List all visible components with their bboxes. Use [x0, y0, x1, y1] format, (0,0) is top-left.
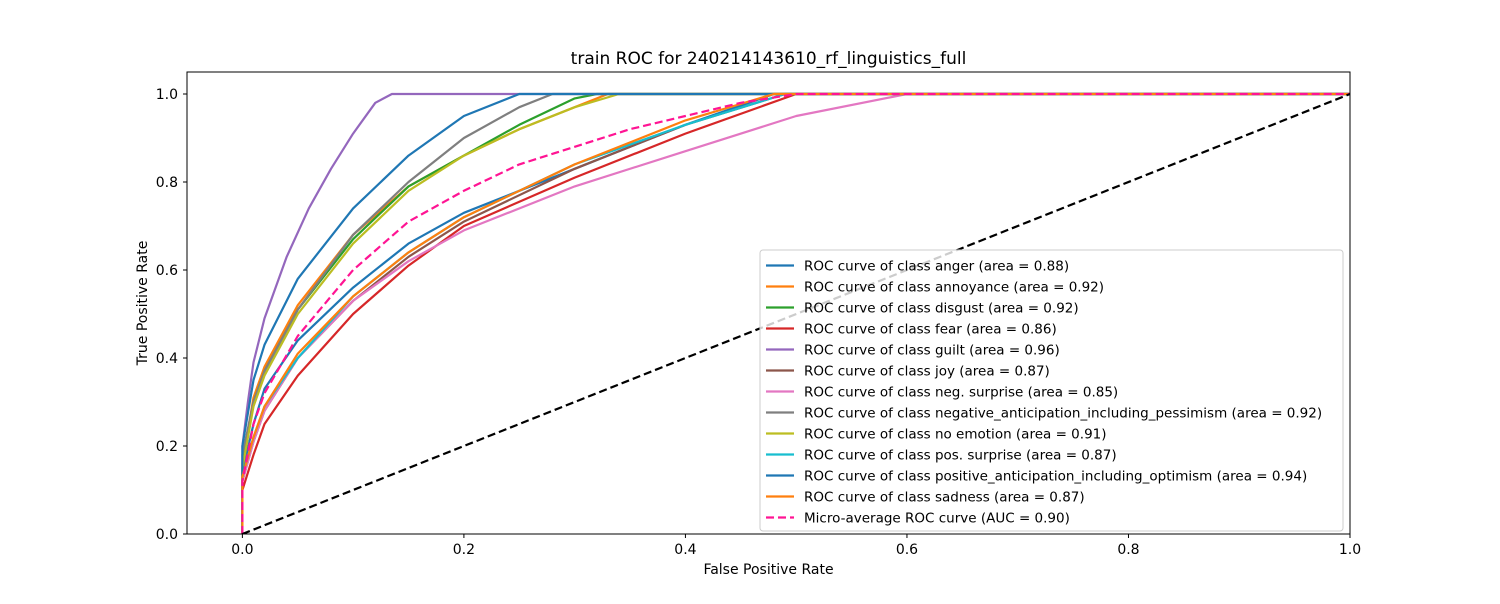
legend-label: ROC curve of class disgust (area = 0.92): [804, 301, 1079, 317]
legend-label: ROC curve of class positive_anticipation…: [804, 469, 1307, 485]
legend-label: ROC curve of class guilt (area = 0.96): [804, 343, 1060, 359]
series-line-3: [241, 92, 1350, 534]
legend: ROC curve of class anger (area = 0.88) RO…: [759, 249, 1344, 532]
x-tick-label: 0.4: [674, 542, 696, 558]
legend-label: ROC curve of class joy (area = 0.87): [804, 364, 1050, 380]
legend-label: ROC curve of class annoyance (area = 0.9…: [804, 280, 1104, 296]
legend-label: ROC curve of class fear (area = 0.86): [804, 322, 1057, 338]
series-line-12: [241, 92, 1350, 534]
x-ticks: 0.0 0.2 0.4 0.6 0.8 1.0: [231, 534, 1361, 558]
legend-box: [759, 249, 1344, 532]
y-ticks: 0.0 0.2 0.4 0.6 0.8 1.0: [156, 87, 187, 543]
y-tick-label: 0.8: [156, 175, 178, 191]
legend-label: ROC curve of class sadness (area = 0.87): [804, 490, 1085, 506]
axes-frame: [186, 71, 1351, 535]
y-tick-label: 0.2: [156, 439, 178, 455]
y-tick-label: 0.0: [156, 527, 178, 543]
x-tick-label: 1.0: [1339, 542, 1361, 558]
legend-label: ROC curve of class neg. surprise (area =…: [804, 385, 1118, 401]
series-line-4: [241, 92, 1350, 534]
x-tick-label: 0.2: [453, 542, 475, 558]
legend-label: ROC curve of class anger (area = 0.88): [804, 259, 1069, 275]
x-axis-label: False Positive Rate: [703, 562, 833, 578]
legend-label: ROC curve of class pos. surprise (area =…: [804, 448, 1117, 464]
series-line-8: [241, 92, 1350, 534]
series-line-11: [241, 92, 1350, 534]
legend-label: ROC curve of class no emotion (area = 0.…: [804, 427, 1107, 443]
legend-label: ROC curve of class negative_anticipation…: [804, 406, 1322, 422]
y-tick-label: 0.6: [156, 263, 178, 279]
y-axis-label: True Positive Rate: [135, 241, 151, 367]
series-line-6: [241, 92, 1350, 534]
series-line-7: [241, 92, 1350, 534]
series-line-10: [241, 92, 1350, 534]
x-tick-label: 0.0: [231, 542, 253, 558]
x-tick-label: 0.8: [1117, 542, 1139, 558]
y-tick-label: 1.0: [156, 87, 178, 103]
x-tick-label: 0.6: [896, 542, 918, 558]
legend-label: Micro-average ROC curve (AUC = 0.90): [804, 511, 1070, 527]
chart-title: train ROC for 240214143610_rf_linguistic…: [571, 49, 967, 69]
y-tick-label: 0.4: [156, 351, 178, 367]
